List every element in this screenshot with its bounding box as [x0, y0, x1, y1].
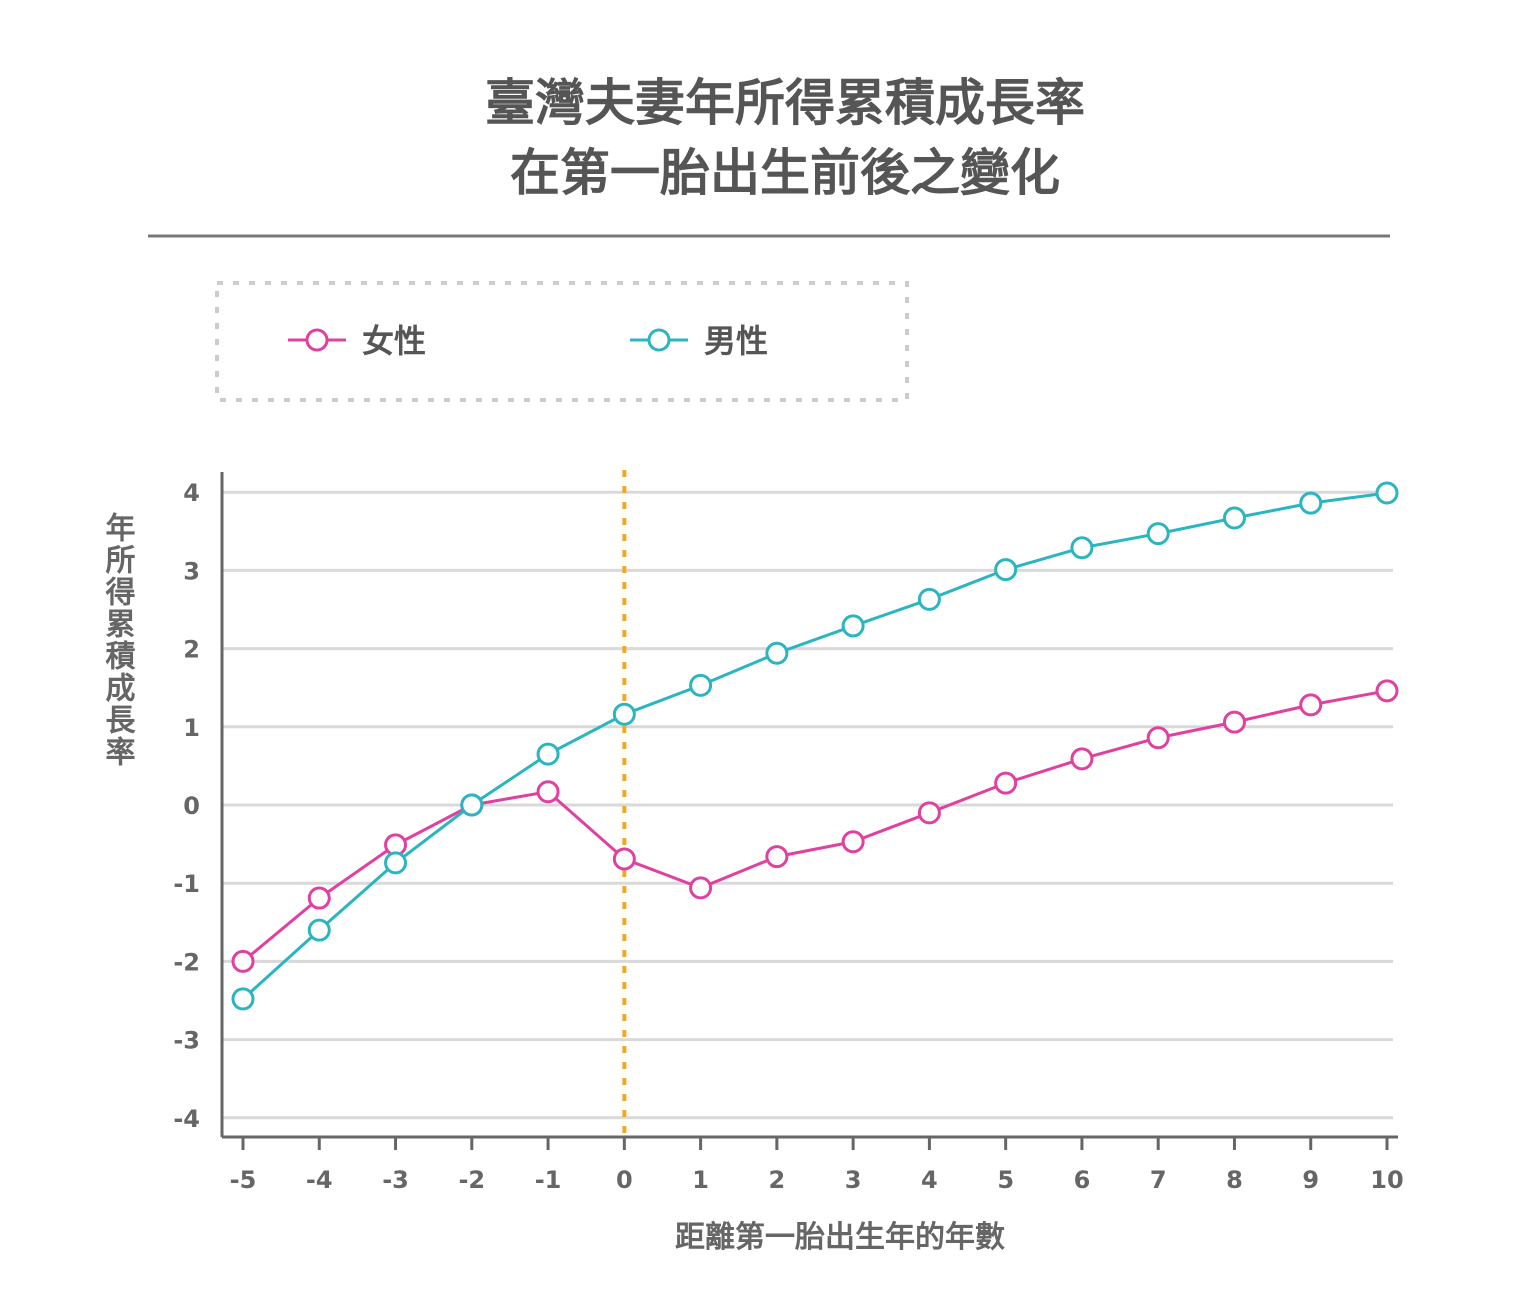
x-tick-label: 6 [1074, 1166, 1091, 1194]
data-point-female [1375, 679, 1399, 703]
data-point-male [1375, 481, 1399, 505]
data-point-male [917, 587, 941, 611]
data-point-male [1299, 491, 1323, 515]
y-tick-label: 2 [183, 636, 200, 664]
y-tick-label: 0 [183, 792, 200, 820]
data-point-female [765, 845, 789, 869]
legend-box [215, 281, 909, 402]
y-tick-label: -3 [173, 1027, 200, 1055]
data-point-male [1146, 522, 1170, 546]
x-tick-label: -5 [230, 1166, 257, 1194]
data-point-female [307, 886, 331, 910]
y-tick-label: -1 [173, 870, 200, 898]
data-point-female [917, 801, 941, 825]
x-tick-label: 0 [616, 1166, 633, 1194]
data-point-female [1146, 726, 1170, 750]
legend-label: 男性 [704, 322, 768, 360]
y-tick-label: 4 [183, 479, 200, 507]
x-axis-label: 距離第一胎出生年的年數 [675, 1220, 1005, 1255]
data-point-female [231, 949, 255, 973]
y-tick-label: -4 [173, 1105, 200, 1133]
data-point-male [612, 702, 636, 726]
chart-title-line-2: 在第一胎出生前後之變化 [510, 144, 1060, 202]
y-tick-label: 1 [183, 714, 200, 742]
data-point-male [460, 793, 484, 817]
x-tick-label: -2 [458, 1166, 485, 1194]
data-point-male [994, 558, 1018, 582]
x-tick-label: -1 [535, 1166, 562, 1194]
data-point-male [689, 673, 713, 697]
x-tick-label: 9 [1302, 1166, 1319, 1194]
series-line-male [241, 491, 1388, 1001]
axes: -4 -3 -2 -1 0 1 2 3 4 -5 -4 -3 -2 -1 0 1 2 3 4 5 6 7 8 9 10 [173, 470, 1404, 1194]
data-point-male [841, 614, 865, 638]
x-tick-label: 5 [997, 1166, 1014, 1194]
data-point-male [1222, 506, 1246, 530]
chart-title-line-1: 臺灣夫妻年所得累積成長率 [485, 74, 1085, 132]
gridlines [222, 490, 1393, 1120]
data-point-male [307, 918, 331, 942]
x-tick-label: 7 [1150, 1166, 1167, 1194]
x-tick-label: 3 [845, 1166, 862, 1194]
legend-label: 女性 [362, 322, 426, 360]
data-point-female [1070, 747, 1094, 771]
series-group [231, 481, 1399, 1011]
legend: 女性 男性 [288, 322, 768, 360]
data-point-female [1222, 710, 1246, 734]
data-point-male [765, 641, 789, 665]
x-tick-label: 1 [692, 1166, 709, 1194]
data-point-female [994, 771, 1018, 795]
x-tick-label: 10 [1370, 1166, 1403, 1194]
legend-marker-icon [647, 328, 671, 352]
data-point-female [612, 847, 636, 871]
x-tick-label: -3 [382, 1166, 409, 1194]
data-point-male [231, 987, 255, 1011]
data-point-female [689, 876, 713, 900]
data-point-male [384, 851, 408, 875]
x-tick-label: -4 [306, 1166, 333, 1194]
legend-marker-icon [305, 328, 329, 352]
data-point-male [536, 742, 560, 766]
series-line-female [242, 689, 1388, 963]
y-tick-label: 3 [183, 557, 200, 585]
y-axis-label: 年所得累積成長率 [100, 512, 137, 768]
data-point-male [1070, 536, 1094, 560]
data-point-female [1299, 693, 1323, 717]
x-tick-label: 2 [769, 1166, 786, 1194]
x-tick-label: 8 [1226, 1166, 1243, 1194]
data-point-female [841, 830, 865, 854]
x-tick-label: 4 [921, 1166, 938, 1194]
data-point-female [536, 780, 560, 804]
y-tick-label: -2 [173, 948, 200, 976]
